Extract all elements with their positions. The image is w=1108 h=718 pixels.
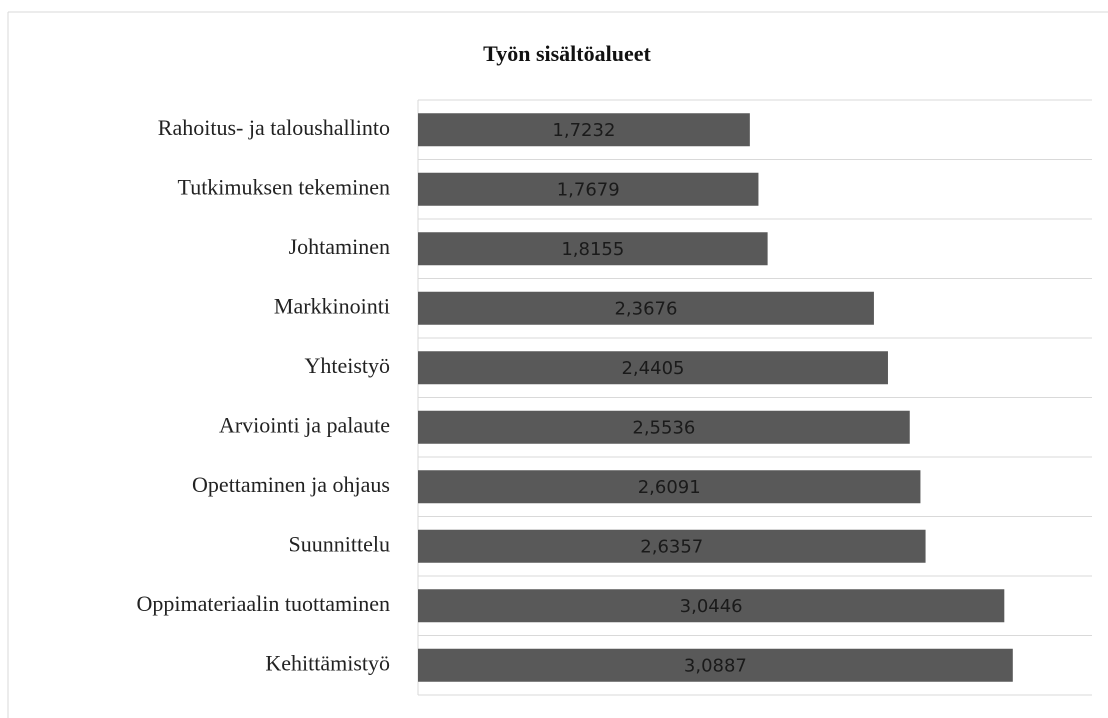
bar: [418, 291, 874, 325]
y-tick-label: Suunnittelu: [289, 531, 390, 556]
y-tick-label: Oppimateriaalin tuottaminen: [136, 591, 390, 616]
value-label: 1,7232: [552, 120, 615, 141]
bar: [418, 232, 768, 266]
value-label: 3,0887: [684, 655, 747, 676]
bar: [418, 529, 926, 563]
value-label: 2,3676: [614, 298, 677, 319]
y-tick-label: Johtaminen: [289, 234, 390, 259]
y-tick-label: Opettaminen ja ohjaus: [192, 472, 390, 497]
y-tick-label: Arviointi ja palaute: [219, 412, 390, 437]
bar: [418, 172, 759, 206]
bar: [418, 351, 888, 385]
value-label: 1,8155: [561, 239, 624, 260]
value-label: 2,4405: [621, 358, 684, 379]
y-tick-label: Markkinointi: [274, 293, 390, 318]
y-tick-label: Tutkimuksen tekeminen: [178, 174, 390, 199]
bar: [418, 470, 921, 504]
y-tick-label: Kehittämistyö: [265, 650, 390, 675]
value-label: 2,5536: [632, 417, 695, 438]
bar: [418, 113, 750, 147]
y-tick-label: Rahoitus- ja taloushallinto: [158, 115, 390, 140]
bar: [418, 410, 910, 444]
value-label: 1,7679: [557, 179, 620, 200]
bar: [418, 589, 1005, 623]
value-label: 3,0446: [680, 596, 743, 617]
bar: [418, 648, 1013, 682]
y-tick-label: Yhteistyö: [304, 353, 390, 378]
value-label: 2,6091: [638, 477, 701, 498]
chart-title: Työn sisältöalueet: [483, 41, 651, 66]
value-label: 2,6357: [640, 536, 703, 557]
